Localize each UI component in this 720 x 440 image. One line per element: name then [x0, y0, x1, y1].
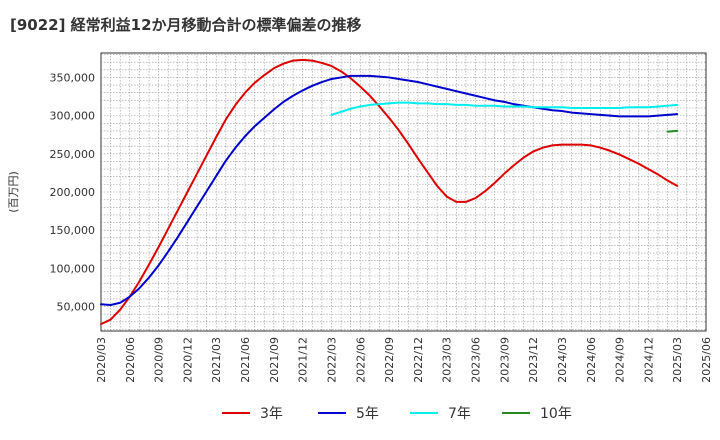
x-tick-label: 2023/09 [498, 337, 511, 383]
series-line-2 [330, 101, 679, 116]
x-tick-label: 2020/12 [181, 337, 194, 383]
x-tick-label: 2024/03 [556, 337, 569, 383]
x-tick-label: 2023/12 [527, 337, 540, 383]
x-tick-label: 2025/03 [671, 337, 684, 383]
legend-label-1: 5年 [356, 406, 379, 422]
x-axis-ticks: 2020/03 2020/06 2020/09 2020/12 2021/03 2021/… [95, 337, 713, 383]
legend-label-2: 7年 [448, 406, 471, 422]
legend-label-3: 10年 [540, 406, 572, 422]
legend: 3年 5年 7年 10年 [222, 406, 572, 422]
x-tick-label: 2021/09 [268, 337, 281, 383]
x-tick-label: 2021/12 [297, 337, 310, 383]
series-line-0 [100, 58, 679, 326]
series-line-3 [666, 129, 679, 133]
y-axis-label: (百万円) [7, 171, 20, 213]
x-tick-label: 2022/12 [412, 337, 425, 383]
x-tick-label: 2023/06 [470, 337, 483, 383]
y-tick-label: 50,000 [57, 301, 96, 314]
x-tick-label: 2022/03 [325, 337, 338, 383]
y-axis-ticks: 50,000 100,000 150,000 200,000 250,000 300,00… [50, 71, 96, 313]
x-tick-label: 2022/06 [354, 337, 367, 383]
x-tick-label: 2020/06 [124, 337, 137, 383]
series-lines [100, 58, 679, 326]
x-tick-label: 2022/09 [383, 337, 396, 383]
grid [101, 53, 706, 331]
x-tick-label: 2021/03 [210, 337, 223, 383]
y-tick-label: 300,000 [50, 110, 96, 123]
y-tick-label: 200,000 [50, 186, 96, 199]
y-tick-label: 100,000 [50, 262, 96, 275]
x-tick-label: 2023/03 [441, 337, 454, 383]
x-tick-label: 2021/06 [239, 337, 252, 383]
x-tick-label: 2024/12 [642, 337, 655, 383]
series-line-1 [100, 74, 679, 307]
chart-title: [9022] 経常利益12か月移動合計の標準偏差の推移 [10, 16, 362, 34]
x-tick-label: 2024/06 [585, 337, 598, 383]
legend-label-0: 3年 [260, 406, 283, 422]
x-tick-label: 2025/06 [700, 337, 713, 383]
y-tick-label: 250,000 [50, 148, 96, 161]
y-tick-label: 150,000 [50, 224, 96, 237]
x-tick-label: 2020/03 [95, 337, 108, 383]
y-tick-label: 350,000 [50, 71, 96, 84]
x-tick-label: 2024/09 [614, 337, 627, 383]
x-tick-label: 2020/09 [153, 337, 166, 383]
